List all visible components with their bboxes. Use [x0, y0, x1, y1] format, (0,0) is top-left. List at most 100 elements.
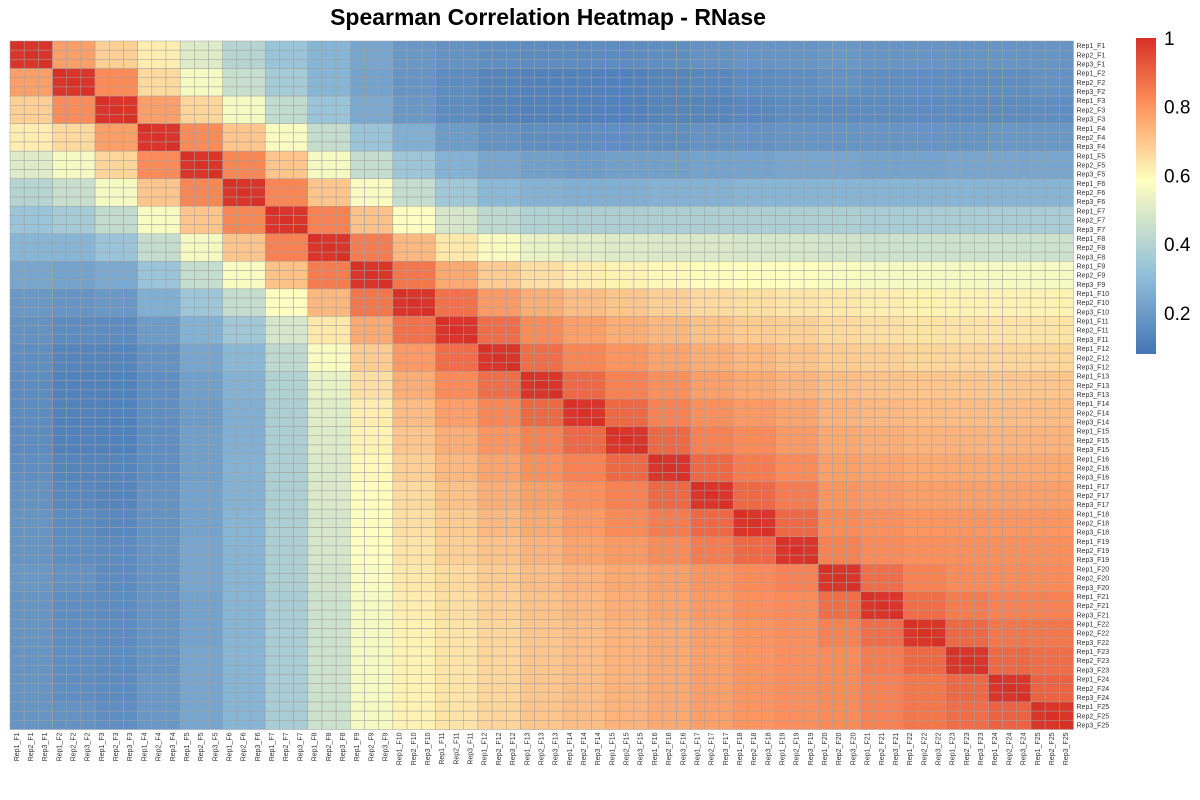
heatmap-cell	[945, 619, 961, 629]
heatmap-cell	[264, 573, 280, 583]
heatmap-cell	[165, 508, 181, 519]
heatmap-cell	[66, 518, 82, 528]
heatmap-cell	[137, 646, 153, 657]
heatmap-cell	[392, 371, 408, 381]
heatmap-cell	[832, 251, 847, 262]
heatmap-cell	[647, 150, 663, 161]
heatmap-cell	[903, 178, 918, 189]
heatmap-cell	[818, 251, 833, 262]
heatmap-cell	[279, 343, 294, 354]
heatmap-cell	[988, 371, 1003, 381]
heatmap-cell	[1059, 435, 1074, 446]
heatmap-cell	[761, 187, 776, 198]
heatmap-cell	[350, 591, 365, 602]
heatmap-cell	[860, 150, 876, 161]
heatmap-cell	[506, 545, 521, 556]
heatmap-cell	[250, 619, 266, 629]
heatmap-cell	[704, 380, 720, 391]
heatmap-cell	[293, 609, 309, 620]
heatmap-cell	[123, 444, 138, 455]
heatmap-cell	[761, 224, 776, 235]
heatmap-cell	[818, 389, 833, 400]
heatmap-cell	[945, 600, 961, 611]
heatmap-cell	[562, 499, 578, 510]
heatmap-cell	[350, 196, 365, 207]
heatmap-cell	[321, 490, 337, 501]
heatmap-cell	[874, 435, 890, 446]
heatmap-cell	[520, 141, 535, 152]
heatmap-cell	[66, 288, 82, 299]
heatmap-cell	[165, 453, 181, 464]
heatmap-cell	[38, 224, 53, 235]
heatmap-cell	[123, 564, 138, 574]
heatmap-cell	[888, 545, 904, 556]
heatmap-cell	[66, 343, 82, 354]
heatmap-cell	[435, 306, 450, 317]
heatmap-cell	[307, 435, 323, 446]
heatmap-cell	[761, 554, 776, 565]
heatmap-cell	[690, 426, 706, 436]
heatmap-cell	[364, 564, 379, 574]
heatmap-cell	[321, 261, 337, 271]
heatmap-cell	[959, 472, 975, 482]
heatmap-cell	[888, 86, 904, 97]
heatmap-cell	[917, 132, 932, 143]
heatmap-cell	[988, 573, 1003, 583]
heatmap-cell	[165, 389, 181, 400]
heatmap-cell	[350, 609, 365, 620]
heatmap-cell	[1002, 628, 1018, 638]
heatmap-cell	[789, 306, 805, 317]
heatmap-cell	[66, 499, 82, 510]
heatmap-cell	[52, 398, 67, 409]
heatmap-cell	[959, 325, 975, 336]
heatmap-cell	[151, 426, 167, 436]
heatmap-cell	[846, 49, 862, 60]
heatmap-cell	[718, 187, 734, 198]
heatmap-cell	[264, 609, 280, 620]
heatmap-cell	[491, 453, 507, 464]
heatmap-cell	[194, 59, 209, 69]
heatmap-cell	[109, 132, 124, 143]
heatmap-cell	[1002, 398, 1018, 409]
heatmap-cell	[194, 444, 209, 455]
heatmap-cell	[591, 178, 606, 189]
heatmap-cell	[38, 270, 53, 280]
heatmap-cell	[250, 123, 266, 134]
heatmap-cell	[846, 169, 862, 179]
heatmap-cell	[520, 169, 535, 179]
heatmap-cell	[307, 619, 323, 629]
heatmap-cell	[619, 86, 635, 97]
heatmap-cell	[477, 499, 493, 510]
heatmap-cell	[690, 380, 706, 391]
heatmap-cell	[534, 637, 550, 648]
heatmap-cell	[9, 463, 25, 473]
heatmap-cell	[194, 49, 209, 60]
heatmap-cell	[109, 205, 124, 216]
heatmap-cell	[463, 95, 479, 106]
heatmap-cell	[208, 380, 223, 391]
heatmap-cell	[335, 77, 351, 88]
heatmap-cell	[80, 205, 96, 216]
heatmap-cell	[576, 453, 592, 464]
heatmap-cell	[1002, 297, 1018, 308]
heatmap-cell	[137, 160, 153, 170]
heatmap-cell	[732, 619, 748, 629]
heatmap-cell	[279, 554, 294, 565]
heatmap-cell	[137, 169, 153, 179]
heatmap-cell	[194, 114, 209, 124]
heatmap-cell	[548, 251, 564, 262]
heatmap-cell	[591, 77, 606, 88]
heatmap-cell	[676, 591, 691, 602]
heatmap-cell	[293, 325, 309, 336]
heatmap-cell	[832, 371, 847, 381]
heatmap-cell	[222, 49, 238, 60]
heatmap-cell	[704, 453, 720, 464]
heatmap-cell	[435, 554, 450, 565]
heatmap-cell	[662, 490, 677, 501]
heatmap-cell	[520, 628, 535, 638]
heatmap-cell	[52, 453, 67, 464]
heatmap-cell	[123, 417, 138, 427]
heatmap-cell	[109, 270, 124, 280]
heatmap-cell	[718, 398, 734, 409]
